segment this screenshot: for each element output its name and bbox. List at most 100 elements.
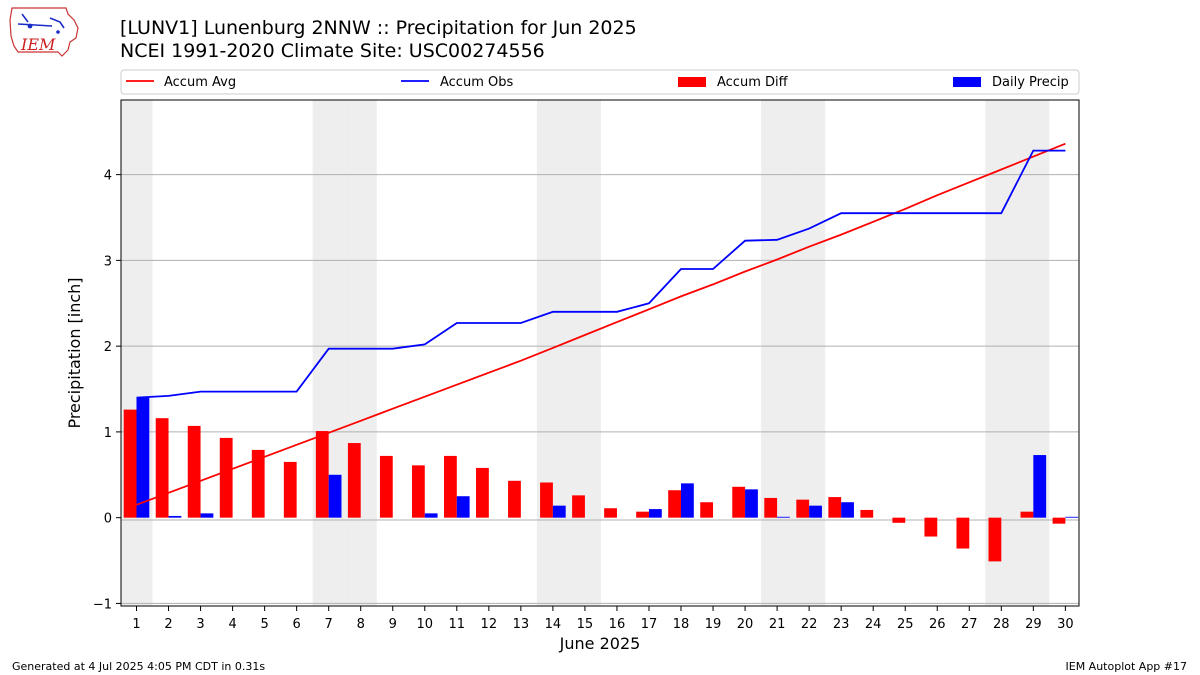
bar-accum-diff-6 <box>283 461 297 518</box>
x-tick-label-6: 6 <box>293 617 301 632</box>
x-tick-label-24: 24 <box>865 617 882 632</box>
x-tick-label-20: 20 <box>737 617 754 632</box>
bar-accum-diff-7 <box>315 431 329 518</box>
bar-daily-precip-3 <box>200 513 214 518</box>
bar-daily-precip-22 <box>809 505 822 518</box>
x-tick-label-22: 22 <box>801 617 818 632</box>
x-tick-label-11: 11 <box>449 617 466 632</box>
bar-accum-diff-10 <box>411 465 425 518</box>
x-tick-label-2: 2 <box>164 617 172 632</box>
x-tick-label-5: 5 <box>260 617 268 632</box>
iowa-outline-icon <box>9 7 79 57</box>
x-tick-label-8: 8 <box>357 617 365 632</box>
app-label: IEM Autoplot App #17 <box>1065 660 1188 673</box>
weekend-shading <box>121 100 1050 606</box>
bar-accum-diff-14 <box>540 482 553 518</box>
bar-accum-diff-20 <box>732 486 746 518</box>
y-axis-label: Precipitation [inch] <box>65 277 84 428</box>
x-tick-label-18: 18 <box>673 617 690 632</box>
bar-accum-diff-2 <box>155 418 169 518</box>
generated-timestamp: Generated at 4 Jul 2025 4:05 PM CDT in 0… <box>12 660 266 673</box>
bar-daily-precip-14 <box>552 505 566 518</box>
bar-accum-diff-13 <box>508 480 521 518</box>
x-tick-label-3: 3 <box>196 617 204 632</box>
x-tick-label-30: 30 <box>1057 617 1074 632</box>
bar-accum-diff-16 <box>604 508 617 518</box>
x-tick-label-28: 28 <box>993 617 1010 632</box>
bar-accum-diff-4 <box>219 437 233 518</box>
bar-accum-diff-3 <box>187 425 201 518</box>
bar-daily-precip-2 <box>168 515 182 518</box>
bar-daily-precip-30 <box>1065 516 1079 518</box>
bar-accum-diff-1 <box>123 409 137 518</box>
bar-accum-diff-29 <box>1020 511 1034 518</box>
y-tick-label-1: 1 <box>104 426 112 441</box>
bar-accum-diff-22 <box>796 499 810 518</box>
bar-accum-diff-24 <box>860 509 874 518</box>
bar-accum-diff-30 <box>1052 517 1066 524</box>
y-tick-label-2: 2 <box>104 340 112 355</box>
bar-accum-diff-15 <box>572 495 585 518</box>
weekend-shade-day-7 <box>312 100 345 606</box>
grid-lines <box>121 174 1079 604</box>
chart-title: [LUNV1] Lunenburg 2NNW :: Precipitation … <box>120 17 637 39</box>
bar-daily-precip-23 <box>841 502 854 518</box>
bar-daily-precip-29 <box>1033 455 1047 518</box>
legend-label-accum-obs: Accum Obs <box>440 75 513 90</box>
x-tick-label-7: 7 <box>325 617 333 632</box>
line-series <box>136 142 1066 506</box>
bar-accum-diff-26 <box>924 517 938 537</box>
plot-frame <box>120 99 1080 607</box>
bar-accum-diff-18 <box>668 490 682 518</box>
bar-daily-precip-18 <box>681 483 694 518</box>
x-tick-label-17: 17 <box>641 617 658 632</box>
bar-accum-diff-28 <box>988 517 1002 562</box>
legend-label-accum-diff: Accum Diff <box>717 75 789 90</box>
bar-accum-diff-21 <box>764 497 778 518</box>
x-tick-label-19: 19 <box>705 617 722 632</box>
legend-swatch-accum-diff <box>678 77 706 87</box>
x-tick-label-25: 25 <box>897 617 914 632</box>
bar-daily-precip-1 <box>136 397 150 518</box>
logo-text: IEM <box>20 35 56 54</box>
legend: Accum Avg Accum Obs Accum Diff Daily Pre… <box>120 69 1080 95</box>
x-tick-label-12: 12 <box>481 617 498 632</box>
bar-accum-diff-12 <box>476 467 489 518</box>
x-tick-label-14: 14 <box>545 617 562 632</box>
bar-accum-diff-8 <box>347 443 361 518</box>
x-axis: 1 2 3 4 5 6 7 8 9 10 11 12 13 14 15 16 17 18 19 20 21 22 23 24 2… <box>132 606 1074 632</box>
weekend-shade-day-15 <box>568 100 601 606</box>
bar-series <box>123 397 1079 562</box>
x-tick-label-10: 10 <box>416 617 433 632</box>
bar-accum-diff-17 <box>636 511 649 518</box>
weekend-shade-day-29 <box>1017 100 1050 606</box>
y-tick-label-4: 4 <box>104 169 112 184</box>
bar-accum-diff-23 <box>828 497 842 518</box>
y-tick-label--1: −1 <box>93 597 112 612</box>
bar-accum-diff-27 <box>956 517 970 549</box>
x-tick-label-13: 13 <box>513 617 530 632</box>
x-tick-label-9: 9 <box>389 617 397 632</box>
legend-frame <box>120 69 1080 95</box>
legend-label-daily-precip: Daily Precip <box>992 75 1069 90</box>
weekend-shade-day-8 <box>344 100 377 606</box>
weekend-shade-day-21 <box>761 100 794 606</box>
legend-swatch-daily-precip <box>953 77 981 87</box>
chart-subtitle: NCEI 1991-2020 Climate Site: USC00274556 <box>120 40 545 62</box>
x-tick-label-26: 26 <box>929 617 946 632</box>
x-tick-label-21: 21 <box>769 617 786 632</box>
line-accum-avg <box>136 142 1066 506</box>
bar-daily-precip-11 <box>456 496 470 518</box>
bar-daily-precip-7 <box>328 474 342 518</box>
bar-accum-diff-19 <box>700 502 714 518</box>
bar-daily-precip-10 <box>424 513 438 518</box>
y-axis: −1 0 1 2 3 4 <box>93 169 121 612</box>
x-axis-label: June 2025 <box>559 634 641 653</box>
x-tick-label-16: 16 <box>609 617 626 632</box>
weather-icon <box>17 13 65 29</box>
x-tick-label-23: 23 <box>833 617 850 632</box>
x-tick-label-29: 29 <box>1025 617 1042 632</box>
bar-daily-precip-21 <box>777 516 790 518</box>
bar-accum-diff-11 <box>444 455 457 518</box>
